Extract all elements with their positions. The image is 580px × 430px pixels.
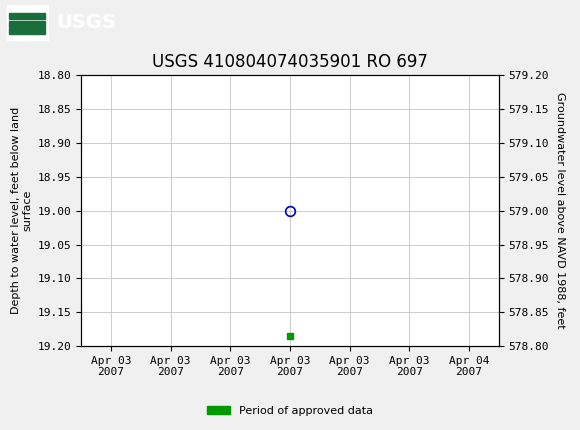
Title: USGS 410804074035901 RO 697: USGS 410804074035901 RO 697 xyxy=(152,53,428,71)
Bar xyxy=(9,13,45,19)
Bar xyxy=(9,21,45,27)
Bar xyxy=(9,28,45,34)
Legend: Period of approved data: Period of approved data xyxy=(203,401,377,420)
Y-axis label: Groundwater level above NAVD 1988, feet: Groundwater level above NAVD 1988, feet xyxy=(554,92,564,329)
Y-axis label: Depth to water level, feet below land
surface: Depth to water level, feet below land su… xyxy=(10,107,32,314)
Bar xyxy=(7,6,48,40)
Text: USGS: USGS xyxy=(56,13,116,32)
